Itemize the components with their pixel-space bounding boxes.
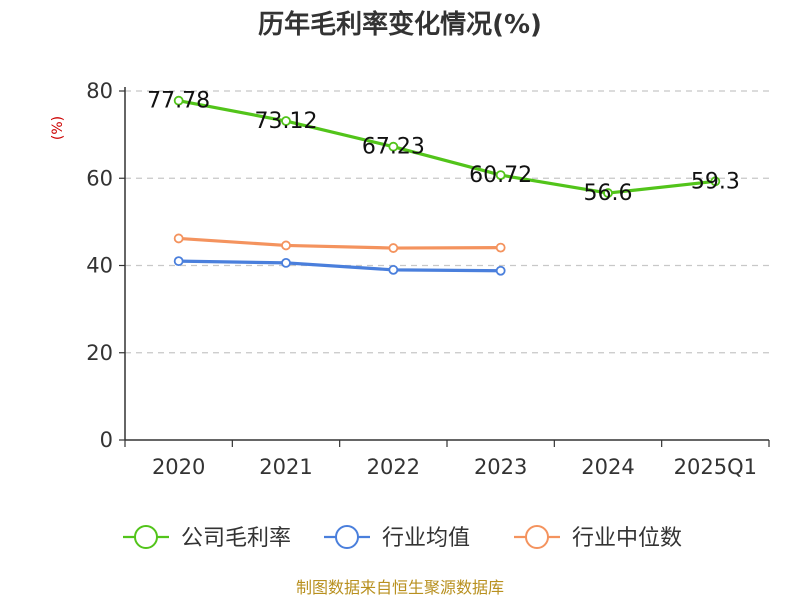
data-label: 77.78: [147, 89, 210, 114]
data-label: 56.6: [584, 181, 633, 206]
data-point[interactable]: [495, 242, 506, 253]
data-point[interactable]: [388, 243, 399, 253]
data-label: 60.72: [469, 163, 532, 188]
data-point[interactable]: [388, 264, 399, 275]
data-point[interactable]: [173, 95, 184, 106]
y-axis-label: (%): [50, 116, 66, 140]
data-label: 59.3: [691, 169, 740, 194]
data-label: 67.23: [362, 135, 425, 160]
data-point[interactable]: [495, 265, 506, 276]
source-note: 制图数据来自恒生聚源数据库: [296, 578, 504, 597]
legend-label-1[interactable]: 行业均值: [382, 526, 470, 551]
x-tick-label: 2024: [581, 455, 634, 479]
data-point[interactable]: [281, 257, 291, 268]
data-label: 73.12: [255, 109, 318, 134]
data-point[interactable]: [710, 176, 721, 187]
data-point[interactable]: [388, 141, 399, 152]
y-tick-label: 20: [86, 341, 113, 365]
legend-label-0[interactable]: 公司毛利率: [181, 526, 291, 551]
y-tick-label: 0: [100, 428, 113, 452]
x-tick-label: 2025Q1: [674, 455, 757, 479]
x-tick-label: 2023: [474, 455, 527, 479]
series-line-0: [177, 99, 717, 195]
series-group: 77.78 73.12 67.23 60.72 56.6 59.3: [147, 89, 740, 276]
data-point[interactable]: [173, 233, 184, 244]
series-line-2: [177, 236, 503, 250]
y-tick-label: 80: [86, 79, 113, 103]
x-tick-label: 2021: [259, 455, 312, 479]
data-point[interactable]: [495, 170, 506, 181]
x-tick-label: 2022: [367, 455, 420, 479]
x-tick-label: 2020: [152, 455, 205, 479]
legend-marker-2: [525, 525, 549, 549]
y-tick-label: 60: [86, 166, 113, 190]
legend-marker-0: [134, 525, 158, 549]
legend-label-2[interactable]: 行业中位数: [572, 526, 682, 551]
legend-marker-1: [335, 525, 359, 549]
legend[interactable]: 公司毛利率 行业均值 行业中位数: [123, 525, 682, 551]
grid-lines: [125, 90, 769, 354]
chart-title: 历年毛利率变化情况(%): [258, 9, 542, 40]
series-line-1: [177, 259, 503, 273]
axes: 0 20 40 60 80 2020 2021 2022 2023 2024 2025Q1: [86, 79, 770, 479]
data-point[interactable]: [281, 240, 291, 251]
data-point[interactable]: [281, 116, 291, 126]
data-point[interactable]: [173, 256, 184, 267]
y-tick-label: 40: [86, 254, 113, 278]
data-point[interactable]: [603, 188, 613, 198]
